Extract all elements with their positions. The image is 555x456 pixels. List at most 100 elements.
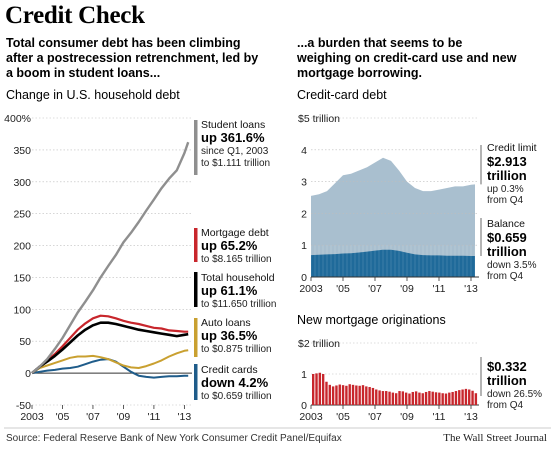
originations-bar bbox=[424, 391, 428, 405]
household-y-tick: 350 bbox=[13, 145, 31, 157]
originations-y-tick: $2 trillion bbox=[298, 338, 340, 350]
label-name-mortgage: Mortgage debt bbox=[201, 227, 269, 239]
originations-bar bbox=[431, 391, 434, 405]
originations-x-tick: '11 bbox=[433, 411, 446, 423]
originations-bar bbox=[421, 393, 424, 405]
originations-bar bbox=[441, 393, 444, 405]
creditcard-x-tick: '09 bbox=[400, 283, 414, 295]
originations-bar bbox=[444, 393, 448, 405]
limit-label-value: $2.913 bbox=[487, 154, 527, 169]
originations-bar bbox=[398, 391, 401, 405]
household-x-tick: '13 bbox=[178, 411, 192, 423]
originations-bar bbox=[464, 388, 468, 405]
originations-bar bbox=[408, 393, 411, 405]
label-name-auto: Auto loans bbox=[201, 317, 251, 329]
originations-bar bbox=[371, 387, 375, 405]
originations-x-tick: '13 bbox=[464, 411, 478, 423]
household-y-tick: 50 bbox=[19, 336, 31, 348]
originations-label-unit: trillion bbox=[487, 373, 527, 388]
label-bar-cards bbox=[194, 364, 198, 400]
household-y-tick: 0 bbox=[25, 368, 31, 380]
intro-right: ...a burden that seems to be weighing on… bbox=[297, 36, 517, 80]
household-x-tick: 2003 bbox=[20, 411, 44, 423]
household-y-tick: 100 bbox=[13, 304, 31, 316]
balance-label-from: from Q4 bbox=[487, 271, 524, 282]
household-y-tick: 300 bbox=[13, 177, 31, 189]
label-change-student: up 361.6% bbox=[201, 130, 265, 145]
limit-label-from: from Q4 bbox=[487, 195, 524, 206]
originations-x-tick: 2003 bbox=[299, 411, 323, 423]
originations-bar bbox=[401, 391, 405, 405]
label-change-cards: down 4.2% bbox=[201, 375, 269, 390]
originations-bar bbox=[358, 385, 361, 405]
label-name-cards: Credit cards bbox=[201, 364, 258, 376]
originations-bar bbox=[454, 391, 458, 405]
limit-label-unit: trillion bbox=[487, 168, 527, 183]
originations-bar bbox=[351, 384, 355, 405]
originations-bar bbox=[355, 385, 358, 405]
creditcard-x-tick: '11 bbox=[433, 283, 446, 295]
originations-bar bbox=[378, 390, 381, 405]
balance-label-unit: trillion bbox=[487, 244, 527, 259]
graphic-title: Credit Check bbox=[5, 2, 145, 29]
label-change-total: up 61.1% bbox=[201, 283, 258, 298]
household-x-tick: '11 bbox=[147, 411, 160, 423]
creditcard-y-tick: $5 trillion bbox=[298, 113, 340, 125]
originations-x-tick: '05 bbox=[336, 411, 350, 423]
originations-bar bbox=[434, 392, 438, 405]
originations-bar bbox=[348, 384, 351, 405]
originations-bar bbox=[345, 385, 348, 405]
originations-bar bbox=[321, 374, 325, 405]
creditcard-y-tick: 4 bbox=[301, 145, 307, 157]
originations-bar bbox=[468, 389, 471, 405]
household-x-tick: '05 bbox=[56, 411, 70, 423]
household-y-tick: 200 bbox=[13, 241, 31, 253]
household-x-tick: '07 bbox=[86, 411, 100, 423]
household-chart-title: Change in U.S. household debt bbox=[6, 88, 180, 102]
label-line3-total: to $11.650 trillion bbox=[201, 299, 276, 310]
area-credit-limit bbox=[311, 157, 475, 277]
creditcard-y-tick: 2 bbox=[301, 208, 307, 220]
originations-bar bbox=[365, 386, 368, 405]
originations-bar bbox=[451, 391, 454, 405]
label-line3-cards: to $0.659 trillion bbox=[201, 391, 272, 402]
label-name-student: Student loans bbox=[201, 119, 265, 131]
creditcard-x-tick: 2003 bbox=[299, 283, 323, 295]
originations-x-tick: '07 bbox=[368, 411, 382, 423]
originations-bar bbox=[318, 372, 322, 405]
originations-bar bbox=[395, 393, 398, 405]
originations-y-tick: 1 bbox=[301, 369, 307, 381]
originations-bar bbox=[368, 387, 371, 405]
series-line-student bbox=[31, 141, 190, 375]
area-balance bbox=[311, 249, 475, 277]
originations-bar bbox=[335, 385, 338, 405]
originations-bar bbox=[375, 389, 378, 405]
originations-bar bbox=[331, 386, 335, 405]
household-y-tick: 400% bbox=[4, 113, 31, 125]
originations-bar bbox=[325, 381, 328, 405]
household-y-tick: 250 bbox=[13, 209, 31, 221]
limit-label-name: Credit limit bbox=[487, 142, 537, 154]
label-line3-auto: to $0.875 trillion bbox=[201, 344, 272, 355]
label-name-total: Total household bbox=[201, 272, 275, 284]
creditcard-x-tick: '05 bbox=[336, 283, 350, 295]
originations-bar bbox=[381, 391, 385, 405]
label-change-auto: up 36.5% bbox=[201, 328, 258, 343]
originations-bar bbox=[438, 392, 441, 405]
originations-bar bbox=[315, 373, 318, 405]
creditcard-chart-title: Credit-card debt bbox=[297, 88, 387, 102]
originations-bar bbox=[341, 385, 345, 405]
label-line3-student: since Q1, 2003 bbox=[201, 146, 269, 157]
originations-x-tick: '09 bbox=[400, 411, 414, 423]
label-bar-total bbox=[194, 272, 198, 307]
household-y-tick: 150 bbox=[13, 272, 31, 284]
source-note: Source: Federal Reserve Bank of New York… bbox=[6, 433, 342, 444]
originations-label-change: down 26.5% bbox=[487, 389, 542, 400]
originations-bar bbox=[414, 391, 418, 405]
intro-left: Total consumer debt has been climbing af… bbox=[6, 36, 259, 80]
originations-chart-title: New mortgage originations bbox=[297, 313, 446, 327]
series-line-mortgage bbox=[31, 314, 189, 374]
originations-y-tick: 0 bbox=[301, 400, 307, 412]
originations-bar bbox=[474, 393, 478, 405]
